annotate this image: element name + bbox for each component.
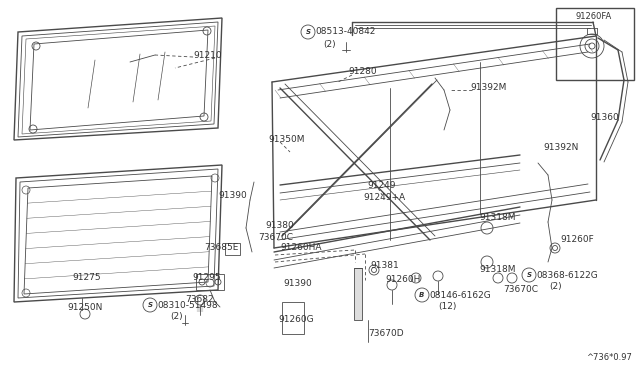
- Bar: [556, 8, 634, 80]
- Text: 73670C: 73670C: [258, 232, 293, 241]
- Text: 08146-6162G: 08146-6162G: [429, 291, 491, 299]
- Bar: [282, 302, 304, 334]
- Text: 91318M: 91318M: [479, 214, 515, 222]
- Text: S: S: [305, 29, 310, 35]
- Text: 08513-40842: 08513-40842: [315, 28, 376, 36]
- Text: 91249: 91249: [367, 180, 396, 189]
- Text: 91260FA: 91260FA: [576, 12, 612, 21]
- Text: 91392M: 91392M: [470, 83, 506, 92]
- Text: 91295: 91295: [192, 273, 221, 282]
- Text: 91260HA: 91260HA: [280, 244, 321, 253]
- Text: ^736*0.97: ^736*0.97: [586, 353, 632, 362]
- Bar: [196, 274, 224, 290]
- Text: 73685E: 73685E: [204, 244, 238, 253]
- Text: S: S: [147, 302, 152, 308]
- Text: (2): (2): [170, 311, 182, 321]
- Text: (2): (2): [323, 39, 335, 48]
- Text: 91350M: 91350M: [268, 135, 305, 144]
- Text: 08310-51498: 08310-51498: [157, 301, 218, 310]
- Text: (2): (2): [549, 282, 562, 291]
- Text: 91360: 91360: [590, 113, 619, 122]
- Text: 91390: 91390: [283, 279, 312, 288]
- Bar: [354, 268, 362, 320]
- Text: 91381: 91381: [370, 260, 399, 269]
- Text: 91210: 91210: [193, 51, 221, 60]
- Text: 73670D: 73670D: [368, 328, 404, 337]
- Text: 91260G: 91260G: [278, 315, 314, 324]
- Bar: [225, 243, 240, 255]
- Text: B: B: [419, 292, 425, 298]
- Text: 91390: 91390: [218, 190, 247, 199]
- Text: 73670C: 73670C: [503, 285, 538, 295]
- Text: 08368-6122G: 08368-6122G: [536, 270, 598, 279]
- Text: 91250N: 91250N: [67, 304, 102, 312]
- Text: 91280: 91280: [348, 67, 376, 77]
- Text: 91260F: 91260F: [560, 235, 594, 244]
- Text: 91260H: 91260H: [385, 276, 420, 285]
- Text: S: S: [527, 272, 531, 278]
- Text: (12): (12): [438, 302, 456, 311]
- Text: 91249+A: 91249+A: [363, 192, 405, 202]
- Text: 91392N: 91392N: [543, 144, 579, 153]
- Text: 91318M: 91318M: [479, 266, 515, 275]
- Text: 73682: 73682: [185, 295, 214, 305]
- Text: 91275: 91275: [72, 273, 100, 282]
- Text: 91380: 91380: [265, 221, 294, 230]
